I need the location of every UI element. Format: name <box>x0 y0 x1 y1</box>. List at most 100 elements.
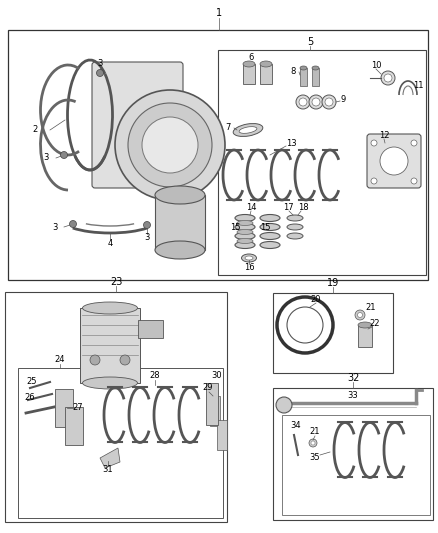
Circle shape <box>311 441 315 445</box>
Text: 3: 3 <box>97 59 102 68</box>
Circle shape <box>411 140 417 146</box>
Circle shape <box>70 221 77 228</box>
Ellipse shape <box>260 223 280 230</box>
Circle shape <box>322 95 336 109</box>
Text: 31: 31 <box>102 465 113 474</box>
Ellipse shape <box>82 377 138 389</box>
Ellipse shape <box>235 223 255 230</box>
Circle shape <box>309 95 323 109</box>
Text: 6: 6 <box>248 52 254 61</box>
Text: 7: 7 <box>225 124 231 133</box>
Ellipse shape <box>287 215 303 221</box>
Circle shape <box>287 307 323 343</box>
Bar <box>155 195 205 250</box>
Circle shape <box>120 355 130 365</box>
Ellipse shape <box>233 124 263 136</box>
Text: 35: 35 <box>310 454 320 463</box>
Text: 21: 21 <box>366 303 376 312</box>
Text: 27: 27 <box>73 403 83 413</box>
Bar <box>282 415 430 515</box>
Text: 25: 25 <box>27 377 37 386</box>
Text: 21: 21 <box>310 427 320 437</box>
Bar <box>206 383 218 425</box>
Polygon shape <box>100 448 120 468</box>
Ellipse shape <box>312 66 319 70</box>
Text: 12: 12 <box>379 131 389 140</box>
Text: 3: 3 <box>43 154 49 163</box>
Bar <box>358 325 372 347</box>
Text: 30: 30 <box>212 372 223 381</box>
Ellipse shape <box>241 254 257 262</box>
Bar <box>260 64 272 84</box>
Text: 15: 15 <box>260 223 270 232</box>
Text: 1: 1 <box>216 8 222 18</box>
Bar <box>273 388 433 520</box>
Bar <box>300 68 307 86</box>
Bar <box>210 396 220 426</box>
Text: 34: 34 <box>291 421 301 430</box>
Ellipse shape <box>237 238 253 244</box>
Circle shape <box>276 397 292 413</box>
Text: 20: 20 <box>311 295 321 303</box>
Ellipse shape <box>245 256 253 260</box>
Text: 3: 3 <box>144 233 150 243</box>
Text: 18: 18 <box>298 203 308 212</box>
Circle shape <box>411 178 417 184</box>
Circle shape <box>355 310 365 320</box>
Ellipse shape <box>243 61 255 67</box>
Ellipse shape <box>300 66 307 70</box>
Text: 16: 16 <box>244 263 254 272</box>
Text: 13: 13 <box>286 139 297 148</box>
Text: 22: 22 <box>370 319 380 327</box>
Text: 23: 23 <box>110 277 122 287</box>
Ellipse shape <box>237 230 253 235</box>
Text: 24: 24 <box>55 356 65 365</box>
Text: 3: 3 <box>52 222 58 231</box>
Circle shape <box>96 69 103 77</box>
Bar <box>312 68 319 86</box>
Circle shape <box>357 312 363 318</box>
Circle shape <box>371 140 377 146</box>
Circle shape <box>296 95 310 109</box>
Circle shape <box>60 151 67 158</box>
Text: 2: 2 <box>32 125 38 134</box>
Text: 5: 5 <box>307 37 313 47</box>
Text: 11: 11 <box>413 80 423 90</box>
Ellipse shape <box>82 302 138 314</box>
Circle shape <box>90 355 100 365</box>
Bar <box>80 308 140 383</box>
Text: 17: 17 <box>283 203 293 212</box>
FancyBboxPatch shape <box>55 389 73 427</box>
Ellipse shape <box>235 232 255 239</box>
Bar <box>243 64 255 84</box>
Ellipse shape <box>260 241 280 248</box>
Ellipse shape <box>235 241 255 248</box>
Bar <box>217 420 227 450</box>
Text: 4: 4 <box>107 238 113 247</box>
Text: 15: 15 <box>230 223 240 232</box>
Circle shape <box>128 103 212 187</box>
Ellipse shape <box>260 61 272 67</box>
Circle shape <box>144 222 151 229</box>
Text: 14: 14 <box>246 203 256 212</box>
FancyBboxPatch shape <box>92 62 183 188</box>
Circle shape <box>384 74 392 82</box>
Bar <box>8 30 428 280</box>
Ellipse shape <box>260 214 280 222</box>
Ellipse shape <box>155 186 205 204</box>
Circle shape <box>309 439 317 447</box>
Circle shape <box>312 98 320 106</box>
Circle shape <box>115 90 225 200</box>
FancyBboxPatch shape <box>367 134 421 188</box>
Text: 32: 32 <box>347 373 359 383</box>
Text: 26: 26 <box>25 392 35 401</box>
Text: 33: 33 <box>348 391 358 400</box>
Ellipse shape <box>358 322 372 328</box>
Circle shape <box>325 98 333 106</box>
Circle shape <box>380 147 408 175</box>
Circle shape <box>381 71 395 85</box>
Ellipse shape <box>239 127 257 133</box>
Text: 28: 28 <box>150 372 160 381</box>
Circle shape <box>299 98 307 106</box>
Bar <box>218 50 426 275</box>
